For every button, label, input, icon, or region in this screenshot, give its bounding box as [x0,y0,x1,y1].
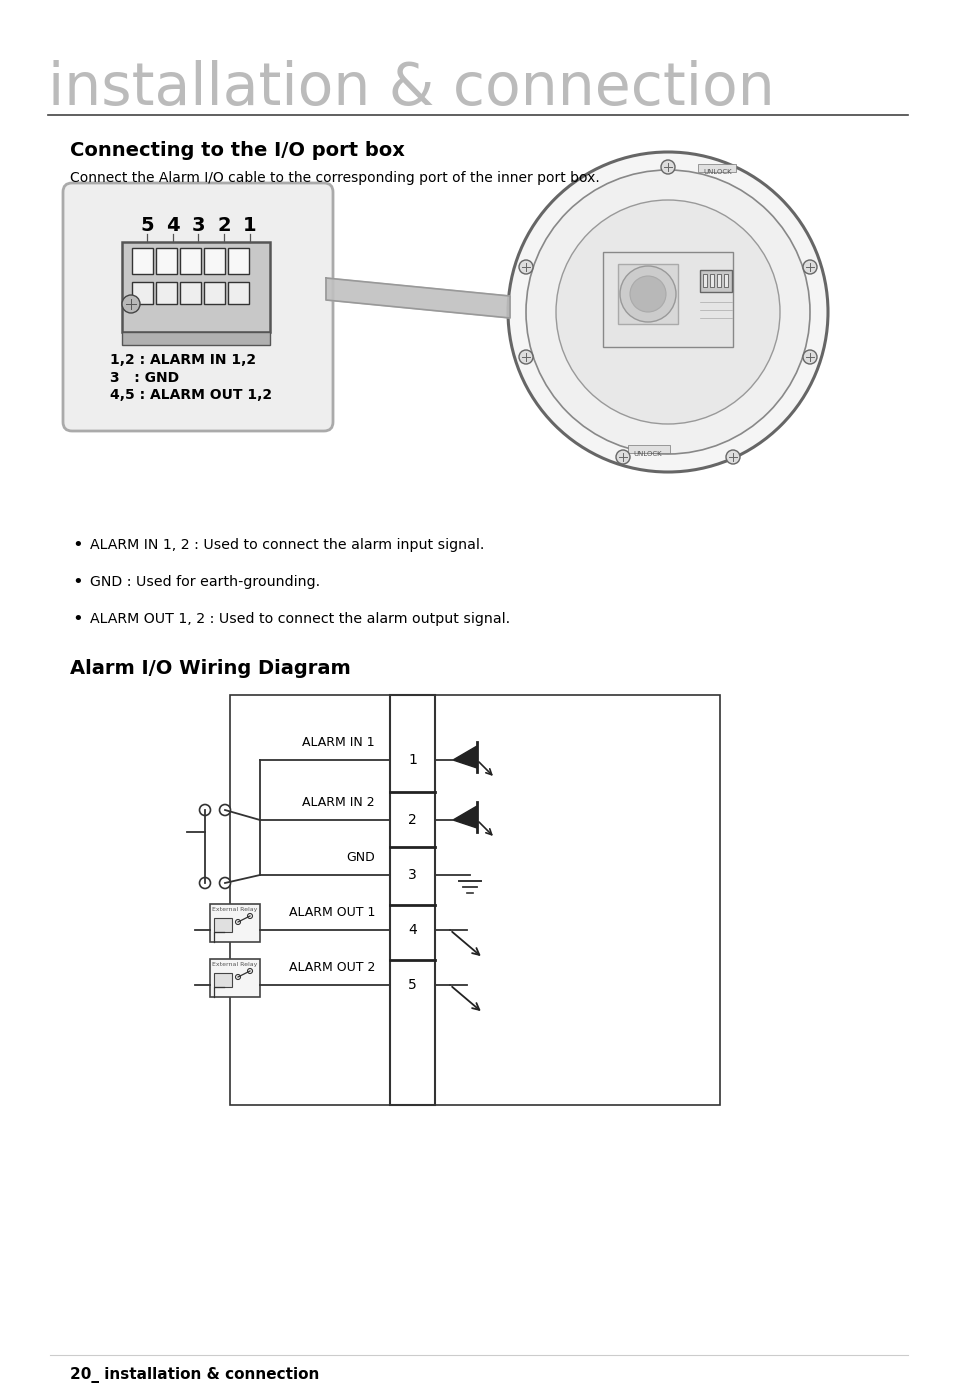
Text: •: • [71,609,83,627]
Text: ALARM IN 1, 2 : Used to connect the alarm input signal.: ALARM IN 1, 2 : Used to connect the alar… [90,539,484,552]
Bar [132,248,152,273]
Text: 4: 4 [166,215,179,235]
Circle shape [518,260,533,273]
Text: 3: 3 [408,868,416,881]
Circle shape [802,350,816,364]
Text: •: • [71,573,83,591]
Bar [228,282,249,304]
Text: ALARM OUT 2: ALARM OUT 2 [289,960,375,973]
Bar [204,282,225,304]
Bar [204,248,225,273]
Text: ALARM IN 1: ALARM IN 1 [302,736,375,748]
Text: 20_ installation & connection: 20_ installation & connection [70,1367,319,1382]
Circle shape [518,350,533,364]
Text: 3: 3 [191,215,205,235]
Text: 4,5 : ALARM OUT 1,2: 4,5 : ALARM OUT 1,2 [110,389,272,403]
Text: 5: 5 [140,215,153,235]
Bar [627,446,669,452]
Circle shape [619,266,676,322]
Text: 1: 1 [243,215,256,235]
Text: 5: 5 [408,979,416,992]
Bar [700,271,731,291]
Circle shape [122,296,140,314]
Text: Connect the Alarm I/O cable to the corresponding port of the inner port box.: Connect the Alarm I/O cable to the corre… [70,171,599,185]
Text: 2: 2 [217,215,231,235]
Bar [210,904,260,942]
Text: ALARM OUT 1: ALARM OUT 1 [289,905,375,919]
Bar [213,917,232,931]
Bar [390,695,435,1105]
Bar [702,273,706,287]
Text: ALARM IN 2: ALARM IN 2 [302,795,375,808]
Text: 4: 4 [408,923,416,937]
Bar [618,264,678,323]
Text: UNLOCK: UNLOCK [633,451,661,457]
Text: Connecting to the I/O port box: Connecting to the I/O port box [70,140,404,160]
Text: 2: 2 [408,813,416,827]
Bar [230,695,720,1105]
Circle shape [660,160,675,174]
Circle shape [802,260,816,273]
Bar [723,273,727,287]
Text: installation & connection: installation & connection [48,60,774,117]
Bar [698,164,735,172]
Text: 1: 1 [408,754,416,768]
Circle shape [219,805,231,816]
Text: GND: GND [346,851,375,863]
Bar [180,248,201,273]
Text: GND : Used for earth-grounding.: GND : Used for earth-grounding. [90,575,320,589]
Circle shape [525,169,809,454]
Bar [213,973,232,987]
Bar [156,282,177,304]
Bar [132,282,152,304]
Bar [602,253,732,347]
Text: •: • [71,536,83,554]
Circle shape [725,450,740,464]
Bar [709,273,713,287]
Circle shape [219,877,231,888]
Polygon shape [453,806,476,829]
Circle shape [616,450,629,464]
Bar [228,248,249,273]
Text: Alarm I/O Wiring Diagram: Alarm I/O Wiring Diagram [70,658,351,677]
Text: External Relay: External Relay [212,962,257,967]
Text: 3   : GND: 3 : GND [110,371,179,384]
FancyBboxPatch shape [63,183,333,432]
Text: UNLOCK: UNLOCK [703,169,732,175]
Bar [717,273,720,287]
Circle shape [199,805,211,816]
Bar [180,282,201,304]
Circle shape [556,200,780,423]
Bar [156,248,177,273]
Text: 1,2 : ALARM IN 1,2: 1,2 : ALARM IN 1,2 [110,353,255,366]
Polygon shape [326,278,510,318]
Circle shape [629,276,665,312]
Bar [122,332,270,346]
Text: External Relay: External Relay [212,906,257,912]
Circle shape [199,877,211,888]
Text: ALARM OUT 1, 2 : Used to connect the alarm output signal.: ALARM OUT 1, 2 : Used to connect the ala… [90,612,510,626]
Polygon shape [453,745,476,768]
Circle shape [507,153,827,472]
Bar [210,959,260,997]
Bar [122,242,270,332]
